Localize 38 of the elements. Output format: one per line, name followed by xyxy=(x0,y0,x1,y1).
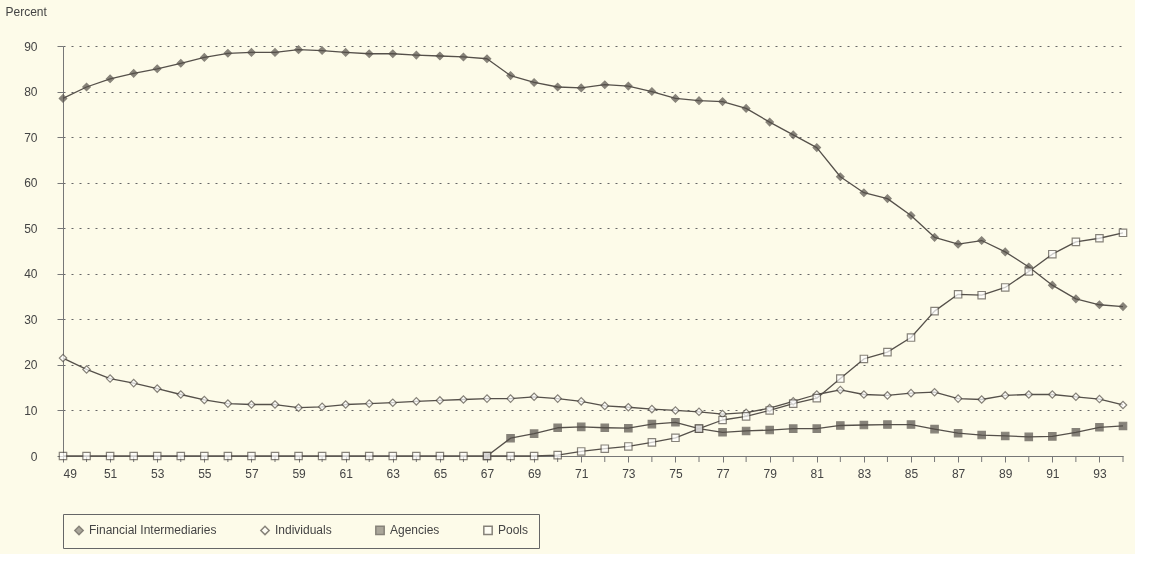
y-tick-label: 0 xyxy=(30,449,38,464)
y-tick-label: 40 xyxy=(24,267,38,282)
x-tick-label: 69 xyxy=(527,466,542,481)
legend-label: Financial Intermediaries xyxy=(89,523,217,538)
y-tick-label: 80 xyxy=(24,85,38,100)
legend-label: Individuals xyxy=(275,523,332,538)
x-tick-label: 93 xyxy=(1093,466,1107,481)
x-tick-label: 49 xyxy=(63,466,78,481)
legend-label: Pools xyxy=(498,523,529,538)
y-tick-label: 30 xyxy=(24,312,38,327)
y-tick-label: 50 xyxy=(24,221,38,236)
x-tick-label: 65 xyxy=(433,466,448,481)
y-tick-label: 70 xyxy=(24,130,38,145)
y-tick-label: 60 xyxy=(24,176,38,191)
x-tick-label: 53 xyxy=(151,466,165,481)
x-tick-label: 81 xyxy=(810,466,825,481)
y-axis-title: Percent xyxy=(5,4,48,19)
x-tick-label: 83 xyxy=(857,466,872,481)
x-tick-label: 87 xyxy=(951,466,966,481)
legend-label: Agencies xyxy=(390,523,440,538)
y-tick-label: 90 xyxy=(24,39,38,54)
x-tick-label: 85 xyxy=(904,466,919,481)
x-tick-label: 51 xyxy=(103,466,118,481)
x-tick-label: 67 xyxy=(480,466,495,481)
x-tick-label: 89 xyxy=(999,466,1013,481)
x-tick-label: 79 xyxy=(763,466,778,481)
x-tick-label: 59 xyxy=(292,466,307,481)
x-tick-label: 77 xyxy=(716,466,731,481)
y-tick-label: 20 xyxy=(24,358,38,373)
x-tick-label: 71 xyxy=(575,466,589,481)
y-tick-label: 10 xyxy=(24,403,38,418)
x-tick-label: 57 xyxy=(245,466,259,481)
x-tick-label: 75 xyxy=(669,466,683,481)
x-tick-label: 55 xyxy=(198,466,212,481)
x-tick-label: 63 xyxy=(386,466,401,481)
x-tick-label: 73 xyxy=(622,466,636,481)
x-tick-label: 91 xyxy=(1046,466,1060,481)
x-tick-label: 61 xyxy=(339,466,354,481)
